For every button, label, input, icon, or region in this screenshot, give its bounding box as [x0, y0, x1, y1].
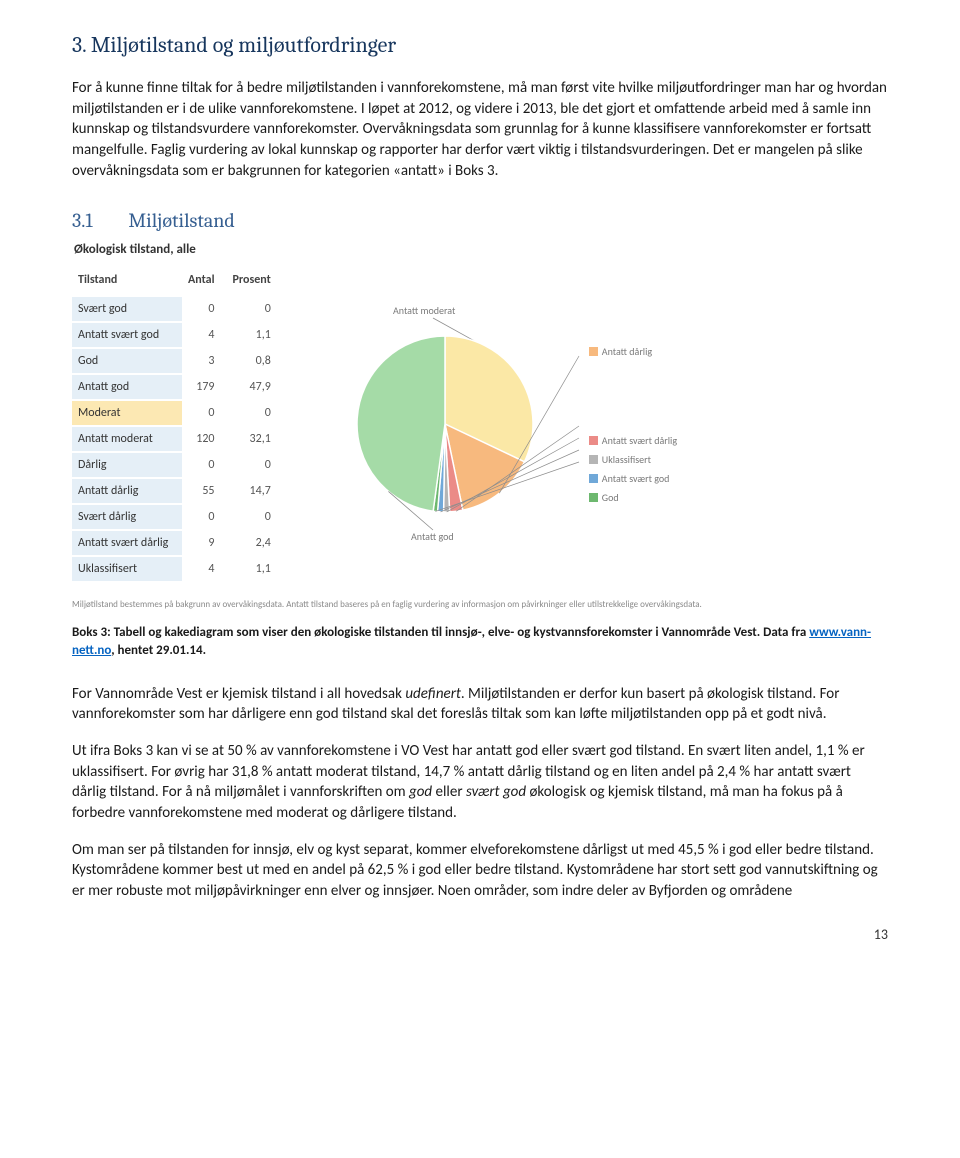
document-page: 3. Miljøtilstand og miljøutfordringer Fo… [0, 0, 960, 983]
row-prosent: 1,1 [227, 322, 283, 348]
row-label: Antatt svært god [72, 322, 182, 348]
table-row: Dårlig00 [72, 452, 283, 478]
table-header-prosent: Prosent [227, 265, 283, 296]
row-antal: 9 [182, 530, 227, 556]
row-label: Svært dårlig [72, 504, 182, 530]
row-prosent: 2,4 [227, 530, 283, 556]
caption-prefix: Boks 3: Tabell og kakediagram som viser … [72, 625, 809, 640]
body-paragraph: For Vannområde Vest er kjemisk tilstand … [72, 684, 888, 725]
table-row: Antatt svært god41,1 [72, 322, 283, 348]
row-antal: 0 [182, 504, 227, 530]
row-antal: 4 [182, 322, 227, 348]
row-label: Moderat [72, 400, 182, 426]
row-label: Antatt dårlig [72, 478, 182, 504]
legend-swatch [589, 493, 598, 502]
table-header-tilstand: Tilstand [72, 265, 182, 296]
row-prosent: 47,9 [227, 374, 283, 400]
row-label: Antatt god [72, 374, 182, 400]
row-antal: 0 [182, 296, 227, 322]
figure-container: Tilstand Antal Prosent Svært god00Antatt… [72, 265, 888, 583]
pie-chart-area: Antatt moderatAntatt god Antatt dårligAn… [303, 294, 677, 554]
row-antal: 179 [182, 374, 227, 400]
subsection-label: Miljøtilstand [128, 209, 234, 232]
row-label: Svært god [72, 296, 182, 322]
row-prosent: 0 [227, 296, 283, 322]
row-prosent: 14,7 [227, 478, 283, 504]
legend-swatch [589, 474, 598, 483]
subsection-heading: 3.1 Miljøtilstand [72, 209, 888, 232]
table-row: Moderat00 [72, 400, 283, 426]
legend-swatch [589, 436, 598, 445]
row-label: Antatt svært dårlig [72, 530, 182, 556]
legend-label: Uklassifisert [602, 453, 651, 466]
table-row: Antatt god17947,9 [72, 374, 283, 400]
legend-item: God [589, 491, 677, 504]
figure-footnote: Miljøtilstand bestemmes på bakgrunn av o… [72, 599, 888, 610]
row-antal: 4 [182, 556, 227, 582]
row-antal: 0 [182, 400, 227, 426]
section-heading: 3. Miljøtilstand og miljøutfordringer [72, 32, 888, 58]
caption-suffix: , hentet 29.01.14. [111, 643, 206, 658]
body-paragraph: Ut ifra Boks 3 kan vi se at 50 % av vann… [72, 741, 888, 824]
legend-label: God [602, 491, 619, 504]
row-prosent: 1,1 [227, 556, 283, 582]
row-prosent: 0 [227, 400, 283, 426]
row-label: Dårlig [72, 452, 182, 478]
row-prosent: 32,1 [227, 426, 283, 452]
svg-text:Antatt moderat: Antatt moderat [393, 304, 456, 317]
legend-label: Antatt svært dårlig [602, 434, 677, 447]
table-row: Antatt svært dårlig92,4 [72, 530, 283, 556]
pie-chart: Antatt moderat Antatt god [303, 294, 583, 554]
row-antal: 0 [182, 452, 227, 478]
pie-slice [357, 336, 445, 511]
intro-paragraph: For å kunne finne tiltak for å bedre mil… [72, 78, 888, 181]
status-table: Tilstand Antal Prosent Svært god00Antatt… [72, 265, 283, 583]
figure-title: Økologisk tilstand, alle [74, 242, 888, 257]
body-paragraph: Om man ser på tilstanden for innsjø, elv… [72, 840, 888, 902]
legend-item: Antatt dårlig [589, 345, 677, 358]
legend-item: Antatt svært god [589, 472, 677, 485]
subsection-number: 3.1 [72, 209, 124, 232]
row-prosent: 0 [227, 452, 283, 478]
page-number: 13 [72, 926, 888, 943]
row-label: Uklassifisert [72, 556, 182, 582]
legend-label: Antatt dårlig [602, 345, 652, 358]
row-antal: 55 [182, 478, 227, 504]
row-antal: 120 [182, 426, 227, 452]
row-prosent: 0 [227, 504, 283, 530]
legend-item: Antatt svært dårlig [589, 434, 677, 447]
row-label: Antatt moderat [72, 426, 182, 452]
row-antal: 3 [182, 348, 227, 374]
legend-label: Antatt svært god [602, 472, 670, 485]
table-row: Svært dårlig00 [72, 504, 283, 530]
row-label: God [72, 348, 182, 374]
row-prosent: 0,8 [227, 348, 283, 374]
table-row: Antatt moderat12032,1 [72, 426, 283, 452]
svg-text:Antatt god: Antatt god [411, 530, 454, 543]
pie-legend: Antatt dårlig Antatt svært dårlig Uklassif… [589, 345, 677, 504]
legend-swatch [589, 347, 598, 356]
table-header-antal: Antal [182, 265, 227, 296]
table-row: Uklassifisert41,1 [72, 556, 283, 582]
legend-swatch [589, 455, 598, 464]
table-row: Svært god00 [72, 296, 283, 322]
legend-item: Uklassifisert [589, 453, 677, 466]
table-row: God30,8 [72, 348, 283, 374]
table-row: Antatt dårlig5514,7 [72, 478, 283, 504]
figure-caption: Boks 3: Tabell og kakediagram som viser … [72, 624, 888, 659]
